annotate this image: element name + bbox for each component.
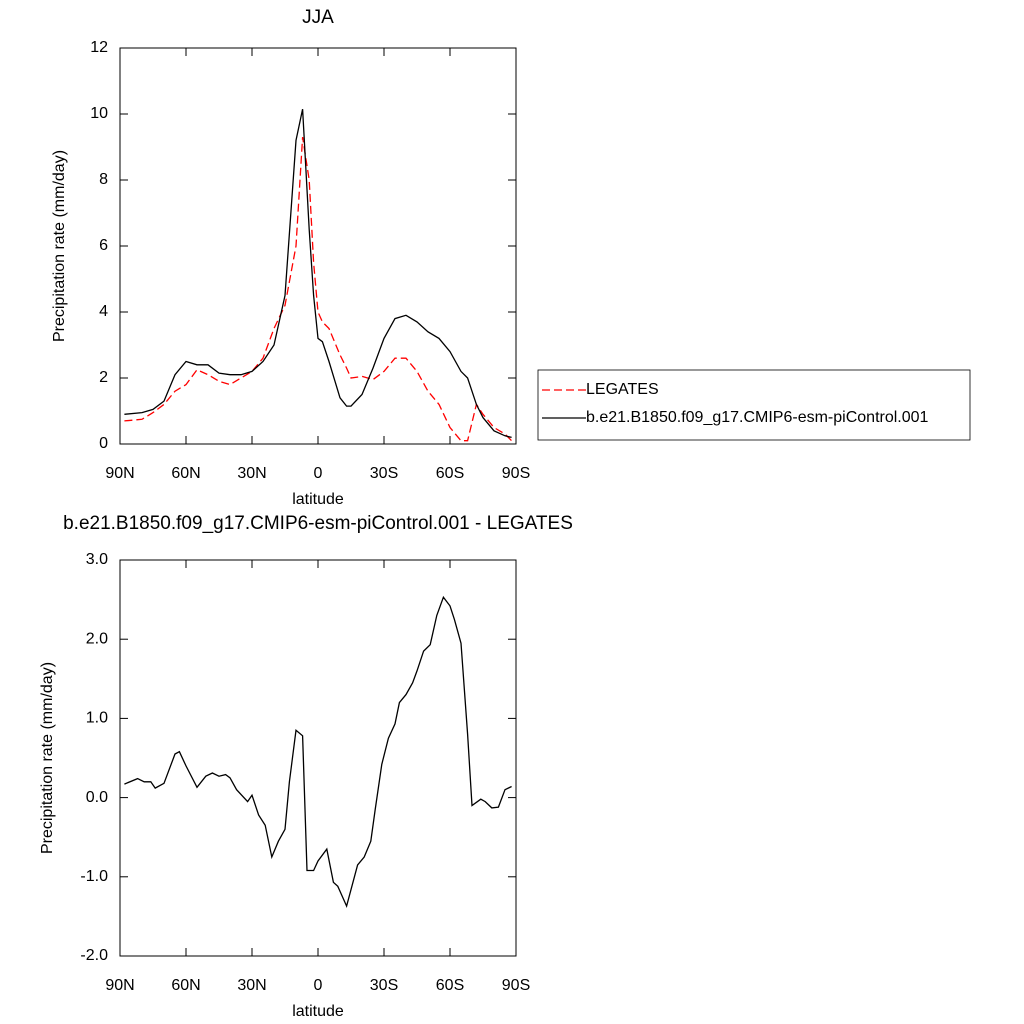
y-axis-label: Precipitation rate (mm/day) <box>51 150 68 342</box>
x-tick-label: 90N <box>105 465 134 482</box>
chart-title: JJA <box>302 7 334 28</box>
legend-label: b.e21.B1850.f09_g17.CMIP6-esm-piControl.… <box>586 409 929 426</box>
x-tick-label: 0 <box>314 465 323 482</box>
x-tick-label: 30N <box>237 977 266 994</box>
legend-box <box>537 369 971 441</box>
y-tick-label: 6 <box>99 237 108 254</box>
y-tick-label: 3.0 <box>86 551 108 568</box>
y-tick-label: 8 <box>99 171 108 188</box>
x-tick-label: 60N <box>171 977 200 994</box>
data-line <box>124 137 513 442</box>
y-tick-label: 2.0 <box>86 630 108 647</box>
y-axis-label: Precipitation rate (mm/day) <box>39 662 56 854</box>
y-tick-label: 10 <box>90 105 108 122</box>
y-tick-label: 0.0 <box>86 789 108 806</box>
x-tick-label: 30N <box>237 465 266 482</box>
x-tick-label: 90S <box>502 977 530 994</box>
x-axis-label: latitude <box>292 491 344 508</box>
y-tick-label: 12 <box>90 39 108 56</box>
y-tick-label: 4 <box>99 303 108 320</box>
x-tick-label: 30S <box>370 465 398 482</box>
y-tick-label: 1.0 <box>86 710 108 727</box>
y-tick-label: -2.0 <box>80 947 108 964</box>
x-axis-label: latitude <box>292 1003 344 1020</box>
plot-frame <box>119 559 517 957</box>
y-tick-label: -1.0 <box>80 868 108 885</box>
chart-title: b.e21.B1850.f09_g17.CMIP6-esm-piControl.… <box>63 513 573 534</box>
x-tick-label: 0 <box>314 977 323 994</box>
y-tick-label: 0 <box>99 435 108 452</box>
plot-frame <box>119 47 517 445</box>
x-tick-label: 90S <box>502 465 530 482</box>
data-line <box>124 108 512 439</box>
x-tick-label: 60S <box>436 465 464 482</box>
x-tick-label: 60S <box>436 977 464 994</box>
data-line <box>124 595 512 909</box>
x-tick-label: 60N <box>171 465 200 482</box>
y-tick-label: 2 <box>99 369 108 386</box>
legend-label: LEGATES <box>586 381 659 398</box>
x-tick-label: 30S <box>370 977 398 994</box>
x-tick-label: 90N <box>105 977 134 994</box>
